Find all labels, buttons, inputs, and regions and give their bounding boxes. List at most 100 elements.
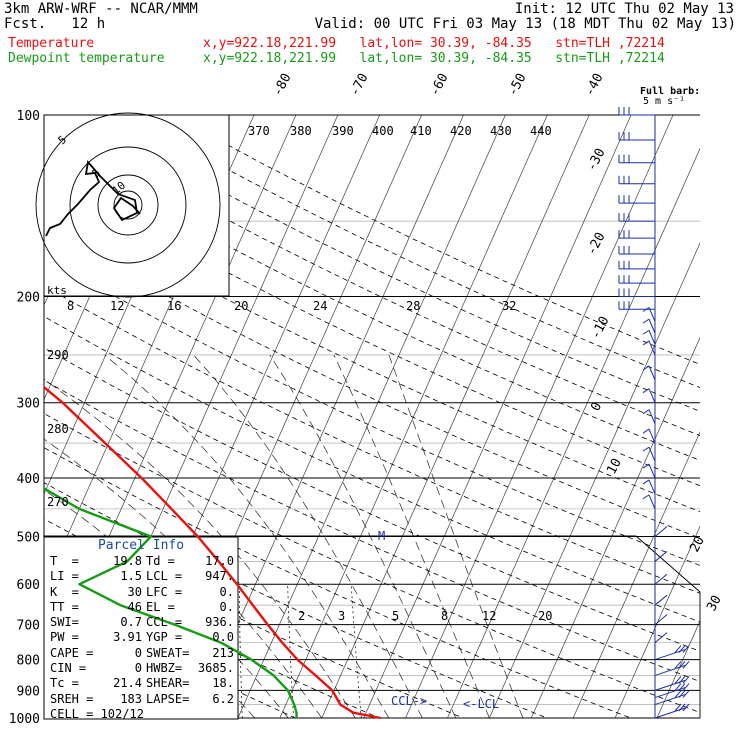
parcel-box (43, 536, 239, 720)
pressure-tick-label: 900 (17, 684, 40, 699)
wind-barb (618, 195, 655, 204)
speed-scale-label: 32 (502, 299, 516, 313)
parcel-k1: SREH = (50, 691, 94, 706)
speed-scale-label: 28 (406, 299, 420, 313)
parcel-k1: LI = (50, 569, 79, 584)
parcel-k1: Tc = (50, 676, 79, 691)
wind-barb (654, 614, 668, 625)
isotherm-tick-label: -70 (347, 71, 371, 99)
wind-barb-flag (678, 683, 686, 691)
wind-barb-shaft (648, 307, 656, 322)
forecast-hour: Fcst. 12 h (4, 16, 106, 32)
wind-barb-shaft (648, 330, 656, 345)
wind-barb-flag (678, 645, 686, 653)
parcel-k2: EL = (146, 599, 175, 614)
wind-barb (642, 307, 656, 322)
init-time: Init: 12 UTC Thu 02 May 13 (514, 1, 734, 17)
wind-barb-flag (678, 690, 686, 698)
parcel-v1: 0 (134, 645, 142, 660)
parcel-v2: 0.0 (212, 630, 234, 645)
wind-barb (618, 260, 655, 270)
isotherm-line (447, 147, 700, 719)
pressure-tick-label: 800 (17, 654, 40, 669)
dry-adiabat-line (44, 347, 700, 652)
isotherm-line (279, 115, 548, 719)
temperature-location-info: x,y=922.18,221.99 lat,lon= 30.39, -84.35… (203, 36, 665, 51)
wind-barb-shaft (654, 614, 668, 625)
lcl-label: <-LCL (463, 697, 499, 711)
theta-label: 420 (450, 124, 472, 138)
isotherm-line (44, 115, 171, 401)
wind-barb-flag (674, 690, 682, 698)
pressure-tick-label: 300 (17, 397, 40, 412)
theta-label: 390 (332, 124, 354, 138)
wind-barb-shaft (648, 428, 656, 444)
wind-barb-shaft (648, 365, 656, 381)
isotherm-line (572, 431, 700, 719)
wind-barb (642, 494, 656, 510)
wind-barb-flag (642, 329, 650, 335)
parcel-row: SREH = 183 LAPSE= 6.2 (46, 692, 236, 707)
parcel-v1: 1.5 (120, 569, 142, 584)
wind-barb (654, 632, 668, 644)
isotherm-tick-label: -80 (270, 71, 294, 99)
moist-adiabat-line (269, 354, 457, 719)
isotherm-line (614, 525, 700, 719)
parcel-k1: SWI= (50, 615, 79, 630)
dry-adiabat-line (85, 115, 700, 412)
parcel-row: PW = 3.91 YGP = 0.0 (46, 630, 236, 645)
parcel-v2: 0. (219, 584, 234, 599)
mixing-ratio-label: 20 (538, 609, 552, 623)
wind-barb (654, 683, 690, 699)
parcel-row: TT = 46 EL = 0. (46, 600, 236, 615)
wind-barb-flag (642, 340, 650, 346)
theta-label: 430 (490, 124, 512, 138)
isotherm-tick-label: -50 (505, 71, 529, 99)
model-title: 3km ARW-WRF -- NCAR/MMM (4, 1, 198, 17)
parcel-v2: 936. (205, 615, 234, 630)
wind-barb-flag (642, 365, 650, 371)
parcel-k2: LFC = (146, 584, 183, 599)
wind-barb-flag (682, 645, 690, 653)
parcel-v1: 21.4 (113, 676, 142, 691)
parcel-row: T = 19.8 Td = 17.0 (46, 554, 236, 569)
wind-barb-flag (642, 318, 650, 324)
wind-barb (642, 318, 656, 334)
hodograph-ring (35, 112, 221, 298)
wind-barb (654, 645, 690, 661)
wind-barb-flag (678, 703, 686, 712)
wind-barb-flag (674, 676, 682, 684)
mixing-ratio-line (350, 584, 362, 719)
pressure-tick-label: 1000 (9, 712, 40, 727)
wind-barb (642, 365, 656, 381)
parcel-k1: PW = (50, 630, 79, 645)
wind-barb-shaft (654, 526, 668, 537)
mixing-ratio-label: 5 (392, 609, 399, 623)
isotherm-tick-label: -60 (427, 71, 451, 99)
wind-barb (642, 463, 656, 479)
theta-label: 410 (410, 124, 432, 138)
wind-barb (654, 526, 668, 537)
dewpoint-legend-label: Dewpoint temperature (8, 51, 165, 66)
wind-barb-flag (642, 446, 650, 452)
wind-barb (642, 340, 656, 356)
parcel-v2: 17.0 (205, 554, 234, 568)
dry-adiabat-line (44, 197, 700, 513)
wind-barb-shaft (648, 409, 656, 424)
speed-scale-label: 16 (167, 299, 181, 313)
parcel-v2: 18. (212, 676, 234, 691)
wind-barb (642, 409, 656, 424)
isotherm-line (656, 620, 700, 719)
speed-scale-label: 12 (110, 299, 124, 313)
wind-barb-flag (682, 683, 690, 691)
isotherm-line (0, 115, 3, 718)
parcel-v2: 6.2 (212, 691, 234, 706)
parcel-k1: CAPE = (50, 645, 94, 660)
mixing-ratio-label: 8 (441, 609, 448, 623)
moist-adiabat-line (333, 354, 490, 719)
wind-barb (654, 690, 690, 706)
theta-label: 380 (290, 124, 312, 138)
isotherm-tick-label: -30 (584, 146, 608, 174)
wind-barb (642, 428, 656, 444)
